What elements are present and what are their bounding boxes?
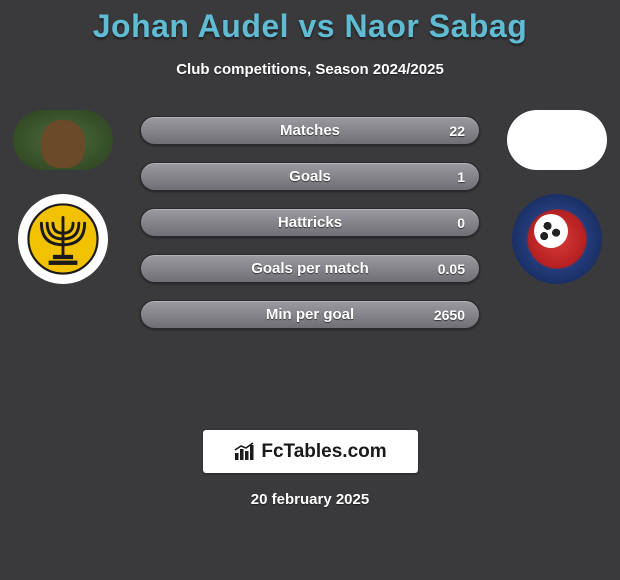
stat-label: Hattricks [141, 214, 479, 231]
bar-chart-icon [233, 442, 257, 462]
branding-badge[interactable]: FcTables.com [203, 430, 418, 473]
stat-row-min-per-goal: Min per goal 2650 [140, 300, 480, 329]
stat-row-goals: Goals 1 [140, 162, 480, 191]
stat-value: 2650 [434, 307, 465, 323]
stat-value: 0.05 [438, 261, 465, 277]
soccer-ball-icon [534, 214, 568, 248]
avatar-face [41, 120, 85, 168]
branding-text: FcTables.com [261, 441, 386, 463]
stat-label: Goals per match [141, 260, 479, 277]
right-player-column [502, 110, 612, 284]
stat-row-hattricks: Hattricks 0 [140, 208, 480, 237]
club-crest-right [512, 194, 602, 284]
stats-list: Matches 22 Goals 1 Hattricks 0 Goals per… [140, 116, 480, 329]
content-area: Matches 22 Goals 1 Hattricks 0 Goals per… [0, 110, 620, 410]
left-player-column [8, 110, 118, 284]
club-crest-left [18, 194, 108, 284]
comparison-card: Johan Audel vs Naor Sabag Club competiti… [0, 0, 620, 580]
subtitle: Club competitions, Season 2024/2025 [0, 61, 620, 78]
stat-label: Min per goal [141, 306, 479, 323]
page-title: Johan Audel vs Naor Sabag [0, 8, 620, 45]
player-avatar-left [13, 110, 113, 170]
stat-row-goals-per-match: Goals per match 0.05 [140, 254, 480, 283]
stat-label: Matches [141, 122, 479, 139]
stat-label: Goals [141, 168, 479, 185]
stat-value: 22 [449, 123, 465, 139]
menorah-icon [27, 203, 99, 275]
stat-value: 1 [457, 169, 465, 185]
player-avatar-right [507, 110, 607, 170]
stat-row-matches: Matches 22 [140, 116, 480, 145]
date-text: 20 february 2025 [0, 491, 620, 508]
stat-value: 0 [457, 215, 465, 231]
